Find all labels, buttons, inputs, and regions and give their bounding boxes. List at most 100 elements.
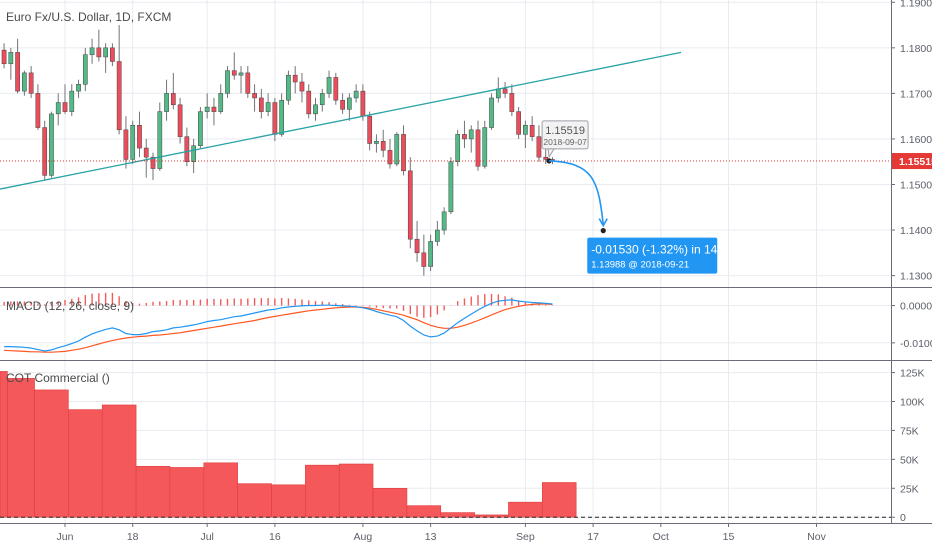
candle-body xyxy=(543,156,549,160)
candle-body xyxy=(198,111,203,147)
candle-body xyxy=(177,104,183,137)
candle-body xyxy=(516,111,521,135)
macd-tick-label: -0.0100 xyxy=(900,338,932,350)
candle-body xyxy=(374,140,379,144)
cot-tick-label: 125K xyxy=(900,368,925,380)
last-price-label: 1.15515 xyxy=(899,156,932,168)
cot-pane[interactable] xyxy=(0,371,891,518)
candle-body xyxy=(225,70,230,94)
time-tick-label: 13 xyxy=(425,531,437,543)
candle-body xyxy=(82,54,88,85)
candle-body xyxy=(116,61,122,131)
cot-bar xyxy=(68,409,103,518)
candle-body xyxy=(22,72,27,92)
candle-body xyxy=(536,136,542,158)
candle-body xyxy=(489,97,494,128)
time-tick-label: 16 xyxy=(269,531,281,543)
candle-body xyxy=(319,93,325,106)
candle-body xyxy=(218,93,224,112)
macd-tick-label: 0.0000 xyxy=(900,301,932,313)
cot-bar xyxy=(440,512,475,518)
price-label-box xyxy=(541,120,589,150)
candle-body xyxy=(387,150,393,165)
candle-body xyxy=(8,52,14,65)
candle-body xyxy=(407,170,413,240)
price-pane-title: Euro Fx/U.S. Dollar, 1D, FXCM xyxy=(6,10,171,24)
candle-body xyxy=(150,156,156,169)
candle-body xyxy=(89,47,95,55)
price-label-pointer xyxy=(547,148,555,159)
cot-bar xyxy=(135,465,171,518)
candle-body xyxy=(286,74,291,101)
projection-target: 1.13988 @ 2018-09-21 xyxy=(591,260,689,271)
candle-body xyxy=(468,129,474,140)
candle-body xyxy=(137,125,142,149)
cot-pane-title: COT Commercial () xyxy=(6,371,110,385)
candle-body xyxy=(62,102,68,112)
candle-body xyxy=(475,129,481,167)
candle-body xyxy=(313,104,318,115)
price-label-value: 1.15519 xyxy=(545,125,585,137)
candle-body xyxy=(523,125,528,135)
candle-body xyxy=(299,81,305,92)
candle-body xyxy=(143,147,149,158)
candle-body xyxy=(435,229,440,242)
price-label-date: 2018-09-07 xyxy=(543,137,587,147)
candle-body xyxy=(292,74,298,83)
candle-body xyxy=(157,111,163,169)
candle-body xyxy=(380,140,386,151)
candle-body xyxy=(28,72,34,94)
candle-body xyxy=(279,99,285,135)
cot-bar xyxy=(203,462,238,518)
candle-body xyxy=(1,49,7,65)
candle-body xyxy=(265,102,271,112)
candle-body xyxy=(495,88,501,99)
candle-body xyxy=(360,90,366,117)
candle-body xyxy=(333,77,339,101)
candle-body xyxy=(340,99,345,110)
cot-tick-label: 100K xyxy=(900,397,925,409)
candle-body xyxy=(211,106,217,112)
candle-body xyxy=(306,90,312,115)
trendline xyxy=(0,51,682,190)
candle-body xyxy=(204,106,210,112)
candle-body xyxy=(529,125,535,137)
macd-pane[interactable] xyxy=(3,292,554,353)
price-pane[interactable] xyxy=(0,25,891,276)
candle-body xyxy=(401,134,406,172)
candle-body xyxy=(252,93,257,99)
projection-arrowhead xyxy=(598,218,608,228)
candle-body xyxy=(42,127,48,176)
time-tick-label: 17 xyxy=(587,531,599,543)
price-tick-label: 1.16000 xyxy=(900,134,932,146)
candle-body xyxy=(326,77,332,94)
time-tick-label: Jul xyxy=(200,531,213,543)
candle-body xyxy=(238,72,244,76)
candle-body xyxy=(184,136,190,162)
candle-body xyxy=(110,47,115,62)
cot-bar xyxy=(305,464,340,518)
projection-end-dot xyxy=(600,228,606,234)
cot-bar xyxy=(542,482,577,518)
candle-body xyxy=(394,134,400,165)
candle-body xyxy=(502,88,508,94)
candle-body xyxy=(245,72,251,94)
candle-body xyxy=(49,113,54,176)
candle-body xyxy=(35,93,41,128)
cot-bar xyxy=(0,371,8,518)
candle-body xyxy=(15,52,20,92)
cot-bar xyxy=(372,487,408,518)
cot-tick-label: 0 xyxy=(900,512,906,524)
candle-body xyxy=(231,70,237,76)
cot-bar xyxy=(338,463,374,518)
cot-tick-label: 25K xyxy=(900,483,919,495)
time-tick-label: Oct xyxy=(653,531,669,543)
time-tick-label: Jun xyxy=(57,531,74,543)
candle-body xyxy=(272,102,278,135)
time-tick-label: 18 xyxy=(127,531,139,543)
candle-body xyxy=(123,129,129,160)
candle-body xyxy=(462,134,467,140)
candle-body xyxy=(428,241,433,267)
candle-body xyxy=(353,90,359,99)
